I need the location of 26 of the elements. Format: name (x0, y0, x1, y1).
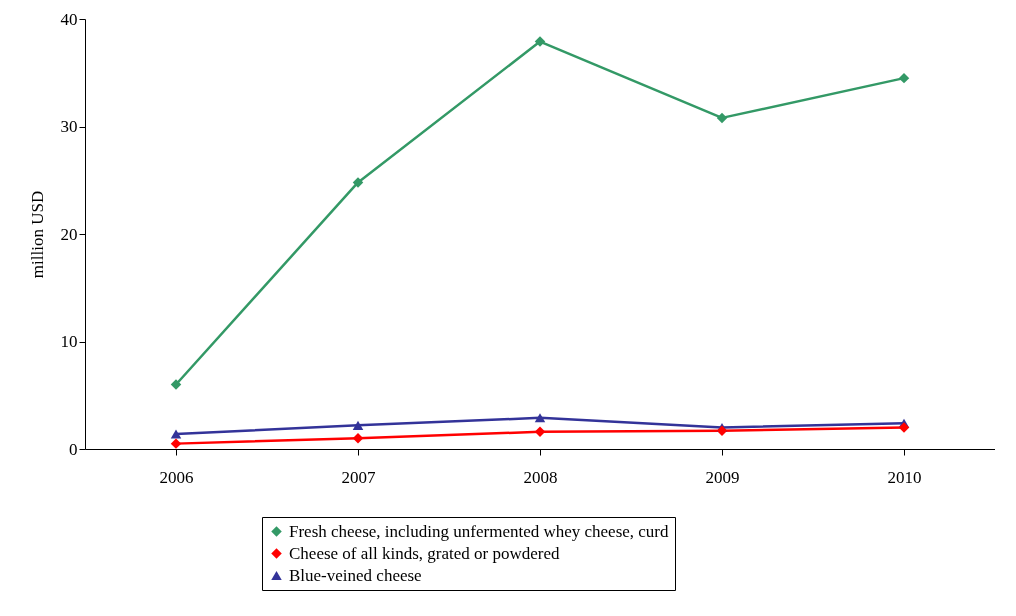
y-axis-title: million USD (27, 190, 47, 279)
x-tick-label: 2006 (159, 467, 194, 487)
point (170, 379, 182, 390)
point (534, 36, 546, 47)
point (352, 433, 364, 444)
point (534, 426, 546, 438)
point (352, 177, 364, 188)
x-tick-label: 2008 (523, 467, 558, 487)
point (898, 72, 910, 84)
y-tick-label: 30 (60, 117, 78, 136)
y-tick-label: 40 (60, 9, 78, 29)
y-tick-label: 10 (60, 332, 78, 351)
legend-label: Blue-veined cheese (289, 565, 422, 585)
legend-label: Cheese of all kinds, grated or powdered (289, 543, 560, 563)
point (898, 422, 910, 433)
y-tick-label: 0 (69, 439, 78, 459)
point (534, 413, 546, 423)
x-tick-label: 2009 (705, 467, 740, 487)
point (170, 438, 182, 449)
x-tick-label: 2007 (341, 467, 376, 487)
point (170, 429, 182, 439)
y-tick-label: 20 (60, 224, 78, 244)
x-tick-label: 2010 (887, 467, 922, 487)
point (716, 112, 728, 124)
point (352, 420, 364, 430)
legend-label: Fresh cheese, including unfermented whey cheese, curd (289, 521, 670, 541)
